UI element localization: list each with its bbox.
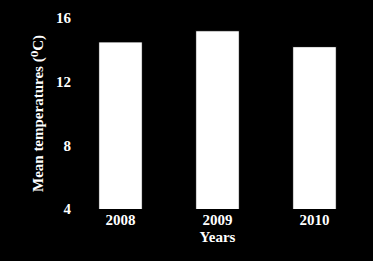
svg-text:2010: 2010	[300, 212, 330, 228]
svg-text:2009: 2009	[203, 212, 233, 228]
svg-text:8: 8	[64, 138, 72, 154]
svg-text:Years: Years	[200, 229, 236, 245]
svg-text:2008: 2008	[106, 212, 136, 228]
svg-text:12: 12	[56, 74, 71, 90]
svg-text:16: 16	[56, 10, 72, 26]
svg-text:4: 4	[64, 201, 72, 217]
svg-text:Mean temperatures (⁰C): Mean temperatures (⁰C)	[30, 35, 47, 192]
